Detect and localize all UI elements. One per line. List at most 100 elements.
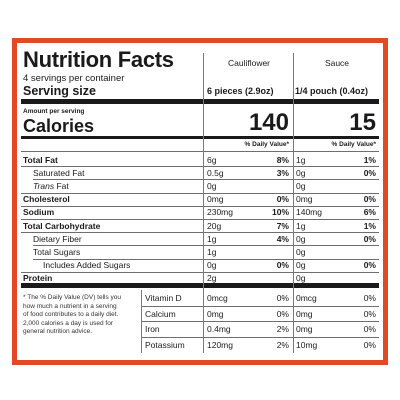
nutrition-facts-label: Nutrition Facts 4 servings per container… [17,43,383,360]
cauliflower-dv: 0% [276,194,289,205]
vitamin-label: Vitamin D [145,293,182,303]
vitamin-sauce-amount: 0mg [296,324,313,334]
vitamin-sauce-dv: 0% [363,324,376,334]
calories-sauce: 15 [349,109,376,136]
row-divider [21,271,379,273]
row-divider [21,205,379,207]
vitamin-sauce-dv: 0% [363,293,376,303]
medium-rule [21,136,379,139]
sauce-dv: 1% [363,154,376,165]
vitamin-cauliflower-amount: 0mcg [207,293,228,303]
nutrient-label: Sodium [23,207,55,218]
cauliflower-amount: 6g [207,154,217,165]
sauce-dv: 6% [363,207,376,218]
row-divider [33,245,379,247]
sauce-amount: 0g [296,233,306,244]
vitamin-sauce-amount: 0mg [296,308,313,319]
cauliflower-amount: 0.5g [207,167,224,178]
servings-per-container: 4 servings per container [23,73,125,84]
sauce-amount: 1g [296,154,306,165]
column-divider-sauce [293,53,294,353]
nutrient-label: Total Sugars [33,246,81,257]
cauliflower-amount: 0g [207,180,217,191]
cauliflower-dv: 3% [276,167,289,178]
sauce-amount: 0mg [296,194,313,205]
sauce-amount: 140mg [296,207,322,218]
sauce-amount: 0g [296,273,306,284]
calories-cauliflower: 140 [248,109,289,136]
vitamin-sauce-dv: 0% [363,339,376,350]
footnote-line: how much a nutrient in a serving [23,302,117,310]
vitamin-sauce-dv: 0% [363,308,376,319]
cauliflower-dv: 10% [271,207,289,218]
calories-label: Calories [23,116,95,136]
sauce-dv: 0% [363,167,376,178]
nutrient-label: Trans Fat [33,180,69,191]
serving-sauce: 1/4 pouch (0.4oz) [295,86,369,96]
vitamin-cauliflower-dv: 2% [276,339,289,350]
vitamin-label: Calcium [145,308,176,319]
column-name-cauliflower: Cauliflower [227,58,271,68]
sauce-amount: 0g [296,180,306,191]
nutrient-label-italic: Trans [33,180,55,191]
sauce-dv: 0% [363,233,376,244]
vitamin-cauliflower-dv: 0% [276,293,289,303]
column-name-sauce: Sauce [324,58,350,68]
footnote-line: * The % Daily Value (DV) tells you [23,294,122,301]
sauce-amount: 1g [296,220,306,231]
row-divider [141,321,379,322]
cauliflower-amount: 0g [207,260,217,271]
nutrient-label: Protein [23,273,53,284]
row-divider [33,179,379,181]
cauliflower-dv: 0% [276,260,289,271]
vitamin-divider [141,290,142,353]
serving-cauliflower: 6 pieces (2.9oz) [207,86,274,96]
dv-header-sauce: % Daily Value* [331,141,376,148]
sauce-dv: 1% [363,220,376,231]
sauce-amount: 0g [296,167,306,178]
cauliflower-amount: 20g [207,220,222,231]
cauliflower-amount: 1g [207,246,217,257]
row-divider [21,219,379,220]
row-divider [33,258,379,260]
nutrient-label: Saturated Fat [33,167,85,178]
row-divider [21,166,379,168]
row-divider [21,232,379,234]
cauliflower-amount: 1g [207,233,217,244]
serving-size-label: Serving size [23,84,96,98]
sauce-amount: 0g [296,246,306,257]
row-divider [141,336,379,338]
nutrient-label: Dietary Fiber [33,233,82,244]
row-divider [21,151,379,152]
footnote-line: 2,000 calories a day is used for [23,319,113,327]
footnote-line: of food contributes to a daily diet. [23,311,119,319]
vitamin-label: Potassium [145,339,185,350]
sauce-dv: 0% [363,194,376,205]
nutrient-label: Includes Added Sugars [43,260,131,271]
vitamin-cauliflower-dv: 0% [276,308,289,319]
nutrient-label: Total Fat [23,154,58,165]
vitamin-sauce-amount: 0mcg [296,293,317,303]
cauliflower-amount: 230mg [207,207,233,218]
vitamin-label: Iron [145,324,160,334]
cauliflower-dv: 4% [276,233,289,244]
nutrient-label: Cholesterol [23,194,70,205]
vitamin-cauliflower-dv: 2% [276,324,289,334]
cauliflower-dv: 7% [276,220,289,231]
label-title: Nutrition Facts [23,47,174,72]
vitamin-sauce-amount: 10mg [296,339,318,350]
row-divider [141,305,379,307]
row-divider [21,192,379,194]
nutrient-label: Total Carbohydrate [23,220,101,231]
sauce-amount: 0g [296,260,306,271]
thick-rule [21,99,379,104]
vitamin-cauliflower-amount: 120mg [207,339,233,350]
sauce-dv: 0% [363,260,376,271]
vitamin-cauliflower-amount: 0mg [207,308,224,319]
cauliflower-amount: 0mg [207,194,224,205]
cauliflower-amount: 2g [207,273,217,284]
vitamin-cauliflower-amount: 0.4mg [207,324,231,334]
cauliflower-dv: 8% [276,154,289,165]
dv-header-cauliflower: % Daily Value* [244,141,289,148]
column-divider-cauliflower [203,53,204,353]
